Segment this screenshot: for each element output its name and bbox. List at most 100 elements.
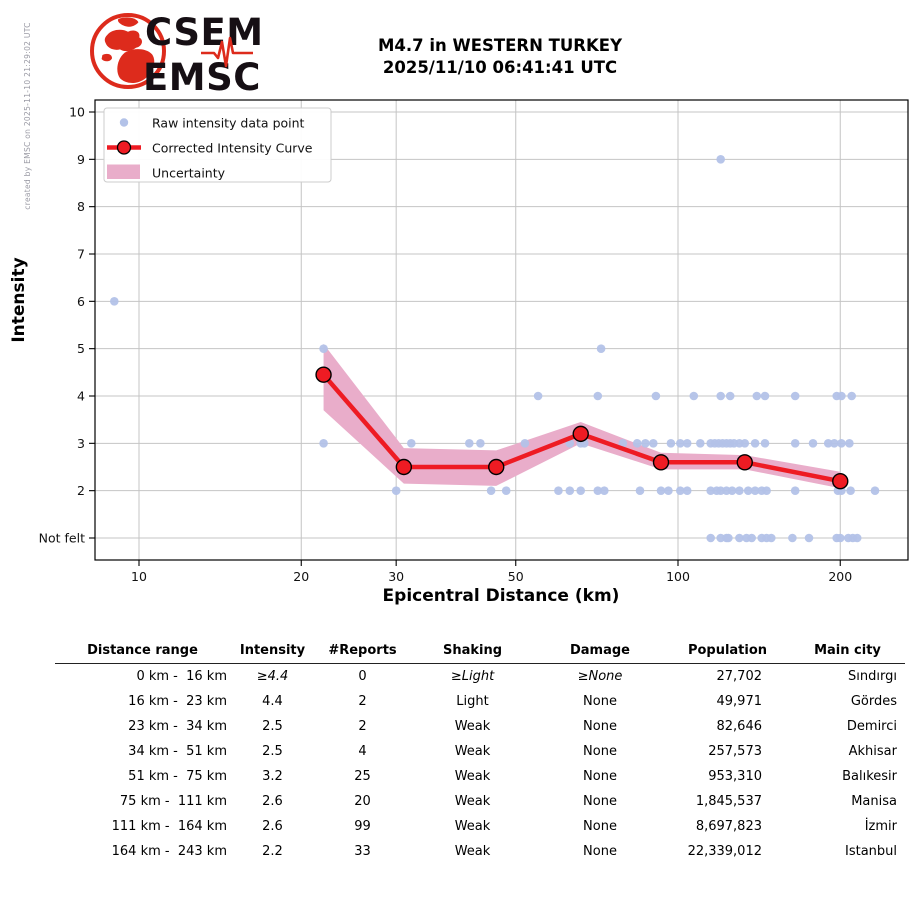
- raw-intensity-point: [735, 533, 744, 543]
- table-cell: Istanbul: [844, 844, 897, 859]
- table-cell: 2.6: [262, 819, 283, 834]
- title-line-1: M4.7 in WESTERN TURKEY: [377, 36, 623, 55]
- table-cell: Light: [456, 694, 489, 709]
- chart-legend: Raw intensity data point Corrected Intens…: [103, 107, 332, 183]
- raw-intensity-point: [743, 486, 753, 496]
- title-line-2: 2025/11/10 06:41:41 UTC: [382, 58, 618, 77]
- raw-intensity-point: [576, 486, 585, 496]
- raw-intensity-point: [837, 439, 846, 448]
- raw-intensity-point: [830, 439, 839, 448]
- table-cell: None: [583, 844, 617, 859]
- raw-intensity-point: [465, 439, 474, 448]
- x-tick-label: 10: [131, 569, 147, 584]
- raw-intensity-point: [319, 344, 328, 354]
- column-header: Shaking: [410, 638, 535, 664]
- raw-intensity-point: [501, 486, 511, 496]
- intensity-chart: 10 20 30 50 100 200 Not felt 2 3 4 5 6 7 8 9 10 Epicentr…: [9, 99, 909, 606]
- raw-intensity-point: [682, 439, 692, 448]
- raw-intensity-point: [600, 486, 609, 496]
- raw-intensity-point: [696, 439, 705, 448]
- raw-intensity-point: [790, 439, 800, 448]
- raw-intensity-point: [533, 391, 543, 401]
- table-row: 164 km - 243 km 2.2 33 Weak None 22,339,012 Is…: [55, 839, 905, 864]
- y-tick-label: 9: [77, 152, 85, 167]
- table-cell: 4: [358, 744, 367, 759]
- raw-intensity-point: [676, 486, 685, 496]
- raw-intensity-point: [632, 439, 642, 448]
- curve-marker: [395, 458, 413, 476]
- table-cell: 33: [354, 844, 371, 859]
- table-cell: Weak: [454, 819, 491, 834]
- table-row: 23 km - 34 km 2.5 2 Weak None 82,646 Demirci: [55, 714, 905, 739]
- y-tick-label: 8: [77, 199, 85, 214]
- y-tick-label: 10: [69, 105, 85, 120]
- table-row: 111 km - 164 km 2.6 99 Weak None 8,697,823 İzm…: [55, 814, 905, 839]
- table-cell: 8,697,823: [695, 819, 762, 834]
- legend-scatter-swatch: [119, 118, 129, 127]
- table-cell: 27,702: [716, 669, 763, 684]
- table-cell: 25: [354, 769, 371, 784]
- table-cell: 2.2: [262, 844, 283, 859]
- table-cell: ≥Light: [450, 669, 495, 684]
- raw-intensity-point: [635, 486, 645, 496]
- raw-intensity-point: [735, 486, 744, 496]
- logo-emsc-text: EMSC: [143, 56, 261, 99]
- raw-intensity-point: [788, 533, 797, 543]
- x-tick-label: 200: [828, 569, 852, 584]
- raw-intensity-point: [750, 439, 760, 448]
- raw-intensity-point: [716, 155, 725, 164]
- raw-intensity-point: [760, 391, 770, 401]
- column-header: #Reports: [315, 638, 410, 664]
- table-row: 16 km - 23 km 4.4 2 Light None 49,971 Gördes: [55, 689, 905, 714]
- raw-intensity-point: [656, 486, 666, 496]
- table-cell: 16 km - 23 km: [128, 694, 227, 709]
- plot-border: [94, 99, 909, 561]
- raw-intensity-point: [808, 439, 818, 448]
- table-cell: Weak: [454, 794, 491, 809]
- column-header: Damage: [535, 638, 665, 664]
- raw-intensity-point: [520, 439, 530, 448]
- table-cell: None: [583, 794, 617, 809]
- raw-intensity-point: [725, 391, 735, 401]
- raw-intensity-point: [676, 439, 685, 448]
- table-cell: 51 km - 75 km: [128, 769, 227, 784]
- raw-intensity-point: [689, 391, 699, 401]
- raw-intensity-point: [651, 391, 661, 401]
- curve-marker: [572, 425, 589, 443]
- raw-intensity-point: [760, 439, 770, 448]
- x-tick-label: 20: [293, 569, 309, 584]
- table-cell: 2: [358, 719, 367, 734]
- table-cell: Demirci: [846, 719, 897, 734]
- raw-intensity-point: [706, 486, 715, 496]
- y-tick-label: 6: [77, 294, 85, 309]
- raw-intensity-point: [593, 486, 603, 496]
- raw-intensity-point: [847, 391, 856, 401]
- x-axis-label: Epicentral Distance (km): [383, 586, 620, 606]
- raw-intensity-point: [836, 533, 845, 543]
- table-cell: Manisa: [851, 794, 897, 809]
- table-header-row: Distance range Intensity #Reports Shaking Da…: [55, 638, 905, 664]
- table-cell: 111 km - 164 km: [111, 819, 227, 834]
- raw-intensity-point: [641, 439, 650, 448]
- table-cell: 2.6: [262, 794, 283, 809]
- raw-intensity-point: [391, 486, 401, 496]
- column-header: Distance range: [55, 638, 230, 664]
- y-tick-label: 5: [77, 341, 85, 356]
- table-cell: None: [583, 769, 617, 784]
- table-cell: 22,339,012: [687, 844, 762, 859]
- page-title: M4.7 in WESTERN TURKEY 2025/11/10 06:41:…: [85, 35, 915, 79]
- raw-intensity-point: [407, 439, 416, 448]
- raw-intensity-point: [762, 486, 771, 496]
- raw-intensity-point: [110, 297, 119, 306]
- table-cell: 0: [358, 669, 367, 684]
- legend-label-raw: Raw intensity data point: [152, 116, 305, 131]
- raw-intensity-point: [565, 486, 575, 496]
- raw-intensity-point: [790, 486, 800, 496]
- curve-marker: [652, 454, 670, 471]
- table-cell: 34 km - 51 km: [128, 744, 227, 759]
- y-axis-label: Intensity: [9, 257, 29, 342]
- raw-intensity-point: [724, 533, 733, 543]
- raw-intensity-point: [682, 486, 692, 496]
- raw-intensity-point: [666, 439, 676, 448]
- seismogram-icon: [201, 36, 253, 68]
